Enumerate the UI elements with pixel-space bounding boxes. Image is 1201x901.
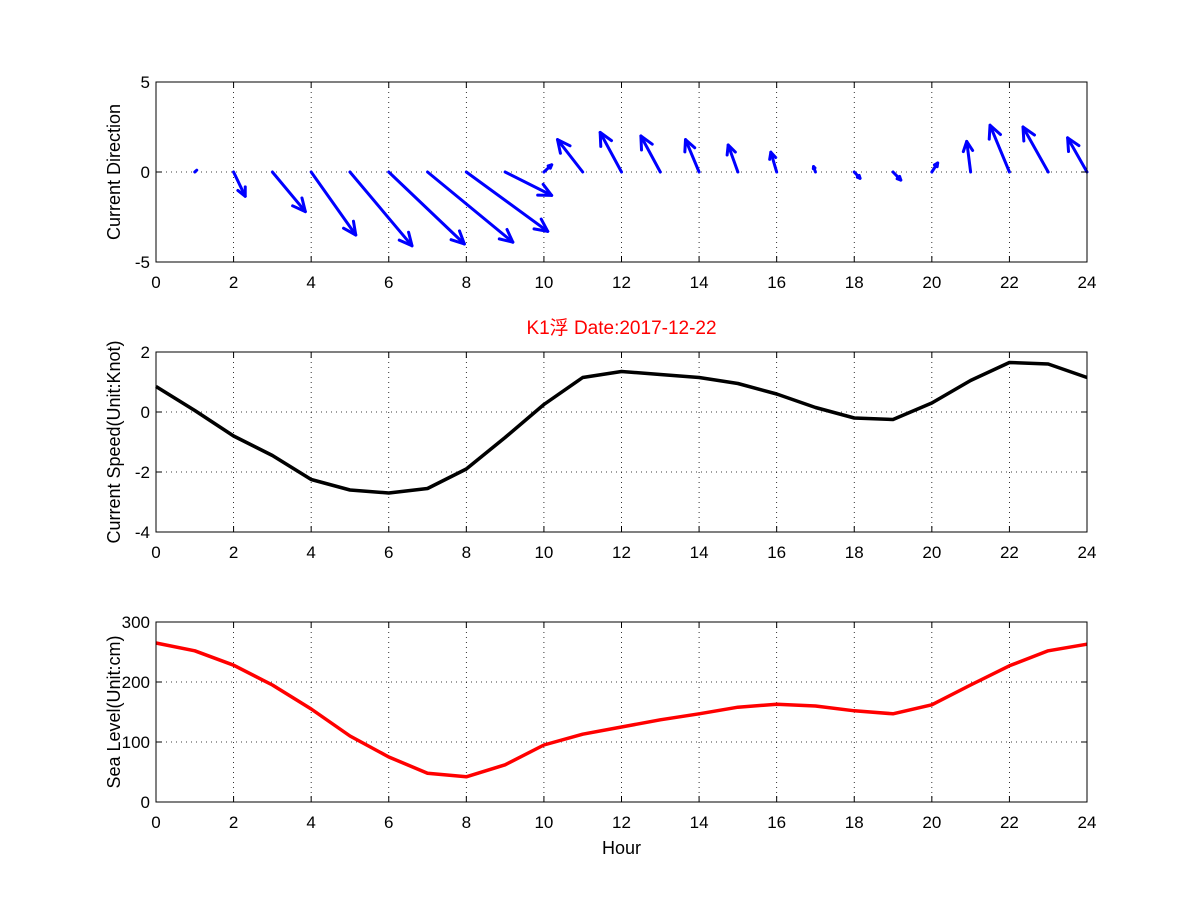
current-speed-y-tick-label: 2 (141, 343, 150, 362)
direction-arrow (598, 130, 623, 174)
current-direction-y-tick-label: 5 (141, 73, 150, 92)
current-direction-x-ticks: 0 2 4 6 8 10 12 14 16 18 20 22 24 (151, 82, 1096, 292)
current-direction-ylabel: Current Direction (104, 104, 124, 240)
direction-arrow (1066, 136, 1089, 174)
direction-arrow (683, 138, 701, 174)
current-direction-x-tick-label: 14 (690, 273, 709, 292)
current-direction-panel: 0 2 4 6 8 10 12 14 16 18 20 22 24 -505 Current Direc… (104, 73, 1096, 292)
current-speed-grid (156, 352, 1087, 532)
sea-level-x-tick-label: 4 (306, 813, 315, 832)
sea-level-xlabel: Hour (602, 838, 641, 858)
sea-level-x-tick-label: 18 (845, 813, 864, 832)
current-speed-x-tick-label: 4 (306, 543, 315, 562)
current-speed-ylabel: Current Speed(Unit:Knot) (104, 340, 124, 543)
current-direction-x-tick-label: 22 (1000, 273, 1019, 292)
current-direction-x-tick-label: 24 (1078, 273, 1097, 292)
direction-arrow (193, 168, 199, 174)
current-speed-y-tick-label: -2 (135, 463, 150, 482)
sea-level-x-tick-label: 16 (767, 813, 786, 832)
sea-level-x-tick-label: 12 (612, 813, 631, 832)
direction-arrow (725, 143, 740, 174)
sea-level-x-tick-label: 6 (384, 813, 393, 832)
current-speed-x-tick-label: 12 (612, 543, 631, 562)
direction-arrow (503, 170, 554, 197)
sea-level-x-tick-label: 14 (690, 813, 709, 832)
sea-level-line (155, 641, 1088, 779)
direction-arrow (1021, 125, 1050, 174)
current-speed-x-tick-label: 16 (767, 543, 786, 562)
current-speed-x-tick-label: 14 (690, 543, 709, 562)
current-direction-x-tick-label: 4 (306, 273, 315, 292)
sea-level-ylabel: Sea Level(Unit:cm) (104, 635, 124, 788)
sea-level-x-ticks: 0 2 4 6 8 10 12 14 16 18 20 22 24 (151, 622, 1096, 832)
direction-arrow (768, 150, 779, 174)
sea-level-y-tick-label: 300 (122, 613, 150, 632)
sea-level-y-tick-label: 200 (122, 673, 150, 692)
current-speed-x-tick-label: 6 (384, 543, 393, 562)
current-direction-x-tick-label: 18 (845, 273, 864, 292)
sea-level-x-tick-label: 2 (229, 813, 238, 832)
current-direction-x-tick-label: 12 (612, 273, 631, 292)
sea-level-x-tick-label: 22 (1000, 813, 1019, 832)
current-direction-x-tick-label: 20 (922, 273, 941, 292)
sea-level-x-tick-label: 8 (462, 813, 471, 832)
current-speed-y-tick-label: 0 (141, 403, 150, 422)
direction-arrow (232, 170, 247, 198)
current-speed-y-tick-label: -4 (135, 523, 150, 542)
direction-arrow (387, 170, 466, 246)
current-direction-x-tick-label: 16 (767, 273, 786, 292)
sea-level-y-tick-label: 0 (141, 793, 150, 812)
current-speed-x-tick-label: 8 (462, 543, 471, 562)
direction-arrow (639, 134, 662, 174)
direction-arrow (555, 138, 585, 174)
sea-level-y-tick-label: 100 (122, 733, 150, 752)
direction-arrow (930, 161, 940, 174)
chart-title: K1浮 Date:2017-12-22 (526, 317, 716, 339)
current-direction-y-tick-label: -5 (135, 253, 150, 272)
direction-arrow (961, 139, 975, 174)
sea-level-x-tick-label: 24 (1078, 813, 1097, 832)
sea-level-grid (156, 622, 1087, 802)
sea-level-y-ticks: 0 100 200 300 (122, 613, 1087, 812)
current-direction-y-ticks: -5 0 5 (135, 73, 1087, 272)
current-speed-x-tick-label: 18 (845, 543, 864, 562)
sea-level-x-tick-label: 0 (151, 813, 160, 832)
current-speed-panel: K1浮 Date:2017-12-22 0 2 4 6 8 10 12 14 16 18 20 22 2… (104, 317, 1096, 562)
current-direction-x-tick-label: 6 (384, 273, 393, 292)
current-direction-x-tick-label: 8 (462, 273, 471, 292)
current-direction-y-tick-label: 0 (141, 163, 150, 182)
direction-arrow (542, 163, 554, 174)
sea-level-x-tick-label: 10 (534, 813, 553, 832)
sea-level-series (155, 641, 1088, 779)
current-direction-x-tick-label: 0 (151, 273, 160, 292)
current-speed-x-tick-label: 0 (151, 543, 160, 562)
sea-level-x-tick-label: 20 (922, 813, 941, 832)
current-direction-arrows (193, 123, 1089, 248)
direction-arrow (348, 170, 414, 248)
current-speed-x-tick-label: 24 (1078, 543, 1097, 562)
direction-arrow (891, 170, 903, 182)
current-speed-y-ticks: -4 -2 0 2 (135, 343, 1087, 542)
direction-arrow (852, 170, 862, 180)
direction-arrow (811, 165, 817, 174)
current-speed-series (155, 360, 1088, 495)
direction-arrow (426, 170, 515, 244)
current-direction-x-tick-label: 10 (534, 273, 553, 292)
current-speed-x-tick-label: 2 (229, 543, 238, 562)
direction-arrow (309, 170, 358, 237)
current-speed-x-tick-label: 10 (534, 543, 553, 562)
current-direction-x-tick-label: 2 (229, 273, 238, 292)
current-speed-x-tick-label: 22 (1000, 543, 1019, 562)
direction-arrow (987, 123, 1011, 174)
direction-arrow (464, 170, 550, 233)
current-speed-x-tick-label: 20 (922, 543, 941, 562)
current-speed-line (155, 360, 1088, 495)
direction-arrow (270, 170, 307, 214)
current-speed-x-ticks: 0 2 4 6 8 10 12 14 16 18 20 22 24 (151, 352, 1096, 562)
